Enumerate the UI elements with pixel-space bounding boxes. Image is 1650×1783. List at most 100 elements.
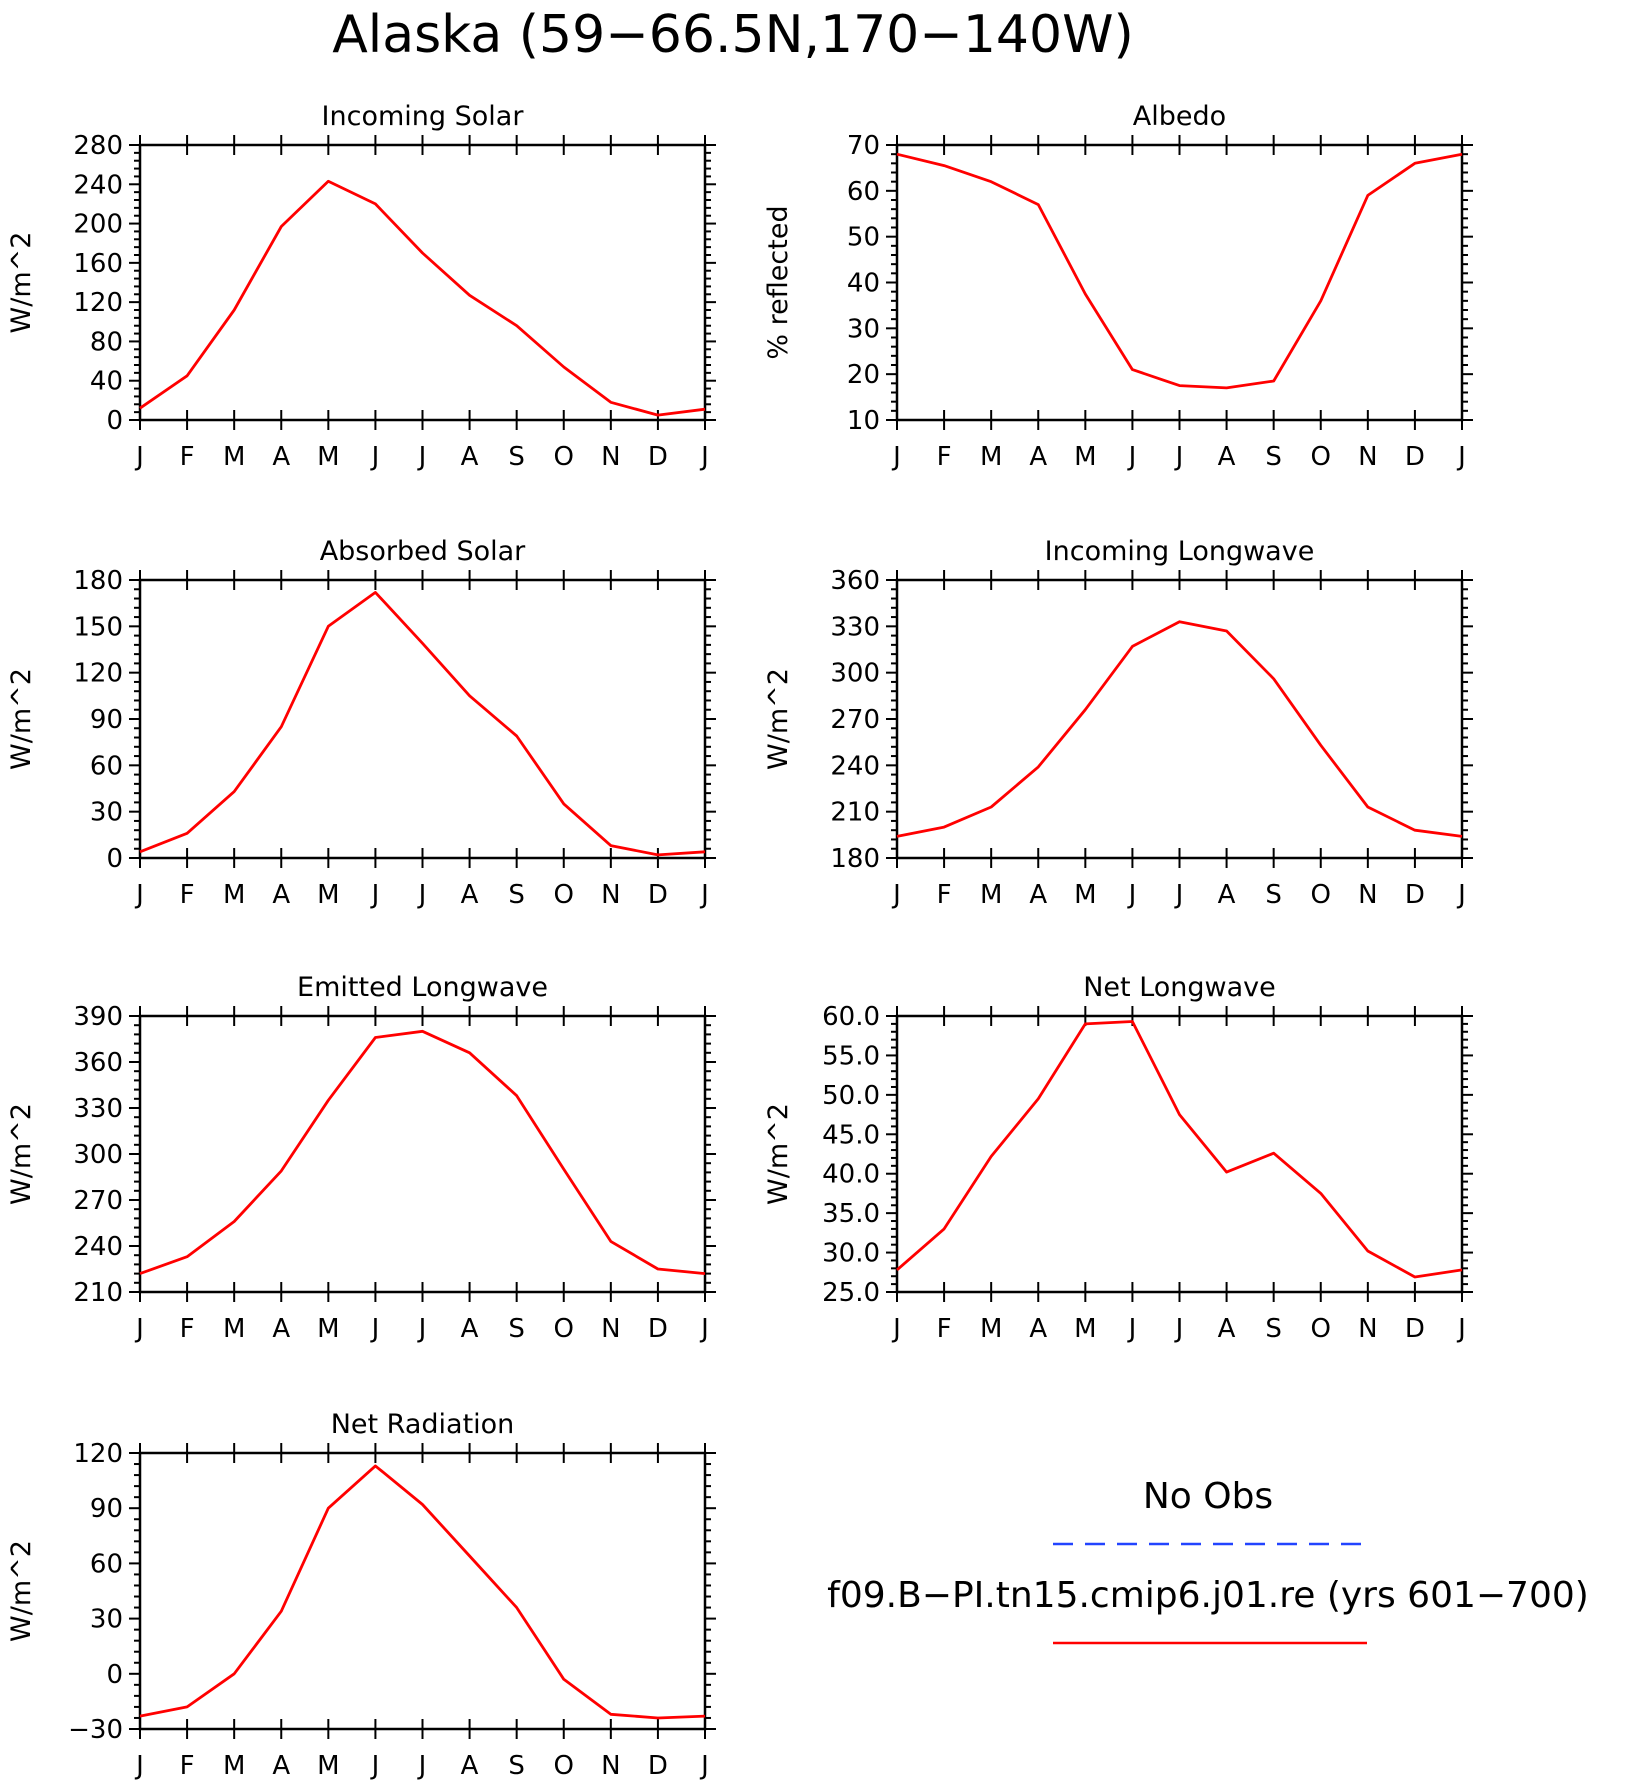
- panel-incoming-longwave: J F M A M J J A S O N D J180210240270300330360Incomi…: [763, 536, 1473, 910]
- absorbed-solar-x-tick-label: J: [134, 880, 144, 910]
- net-radiation-y-tick-label: −30: [68, 1715, 123, 1745]
- emitted-longwave-x-tick-label: J: [370, 1314, 380, 1344]
- panel-incoming-solar: J F M A M J J A S O N D J04080120160200240280Incomin…: [6, 101, 716, 472]
- legend-label-model: f09.B−PI.tn15.cmip6.j01.re (yrs 601−700): [827, 1575, 1589, 1616]
- emitted-longwave-x-tick-label: M: [223, 1314, 245, 1344]
- net-longwave-y-tick-label: 50.0: [822, 1081, 880, 1111]
- incoming-solar-x-tick-label: M: [223, 442, 245, 472]
- absorbed-solar-plot-frame: [138, 578, 707, 860]
- emitted-longwave-series-line: [139, 1029, 706, 1275]
- incoming-solar-x-tick-label: A: [461, 442, 479, 472]
- net-longwave-x-tick-label: F: [937, 1314, 952, 1344]
- incoming-solar-y-tick-label: 40: [90, 367, 123, 397]
- incoming-solar-x-tick-label: A: [272, 442, 290, 472]
- net-radiation-y-tick-label: 90: [90, 1494, 123, 1524]
- net-radiation-x-tick-label: N: [601, 1751, 620, 1781]
- net-longwave-x-tick-label: D: [1405, 1314, 1425, 1344]
- incoming-solar-x-tick-label: N: [601, 442, 620, 472]
- incoming-longwave-x-tick-label: J: [1127, 880, 1137, 910]
- albedo-x-tick-label: F: [937, 442, 952, 472]
- incoming-longwave-y-tick-label: 270: [830, 705, 880, 735]
- emitted-longwave-x-tick-label: J: [417, 1314, 427, 1344]
- net-longwave-title: Net Longwave: [1083, 972, 1276, 1003]
- incoming-longwave-x-tick-label: D: [1405, 880, 1425, 910]
- incoming-solar-y-tick-label: 160: [73, 249, 123, 279]
- net-longwave-y-tick-label: 40.0: [822, 1160, 880, 1190]
- incoming-longwave-y-tick-label: 240: [830, 751, 880, 781]
- net-longwave-x-tick-label: N: [1358, 1314, 1377, 1344]
- emitted-longwave-x-tick-label: A: [461, 1314, 479, 1344]
- absorbed-solar-y-axis-label: W/m^2: [6, 668, 37, 770]
- incoming-longwave-y-tick-label: 330: [830, 612, 880, 642]
- absorbed-solar-y-tick-label: 60: [90, 751, 123, 781]
- absorbed-solar-y-tick-label: 0: [106, 844, 123, 874]
- absorbed-solar-x-tick-label: M: [317, 880, 339, 910]
- emitted-longwave-x-tick-label: D: [648, 1314, 668, 1344]
- net-longwave-y-tick-label: 25.0: [822, 1278, 880, 1308]
- albedo-y-tick-label: 50: [847, 223, 880, 253]
- net-radiation-plot-frame: [138, 1451, 707, 1731]
- incoming-solar-x-tick-label: J: [134, 442, 144, 472]
- net-radiation-x-tick-label: J: [134, 1751, 144, 1781]
- albedo-y-tick-label: 20: [847, 360, 880, 390]
- absorbed-solar-y-tick-label: 180: [73, 566, 123, 596]
- net-longwave-x-tick-label: M: [980, 1314, 1002, 1344]
- absorbed-solar-series-line: [139, 591, 706, 857]
- net-radiation-x-tick-label: D: [648, 1751, 668, 1781]
- net-longwave-x-tick-label: A: [1029, 1314, 1047, 1344]
- net-longwave-x-tick-label: J: [1174, 1314, 1184, 1344]
- net-longwave-y-tick-label: 30.0: [822, 1239, 880, 1269]
- incoming-solar-y-tick-label: 0: [106, 406, 123, 436]
- net-longwave-y-tick-label: 60.0: [822, 1002, 880, 1032]
- incoming-solar-x-tick-label: F: [180, 442, 195, 472]
- net-radiation-x-tick-label: J: [699, 1751, 709, 1781]
- incoming-longwave-y-tick-label: 180: [830, 844, 880, 874]
- net-longwave-x-tick-label: O: [1311, 1314, 1331, 1344]
- net-longwave-plot-frame: [895, 1014, 1464, 1294]
- net-longwave-x-tick-label: M: [1074, 1314, 1096, 1344]
- incoming-longwave-title: Incoming Longwave: [1045, 536, 1315, 567]
- albedo-x-tick-label: J: [1127, 442, 1137, 472]
- incoming-longwave-x-tick-label: J: [1174, 880, 1184, 910]
- absorbed-solar-y-tick-label: 30: [90, 798, 123, 828]
- net-radiation-x-tick-label: M: [317, 1751, 339, 1781]
- albedo-y-tick-label: 10: [847, 406, 880, 436]
- incoming-longwave-x-tick-label: M: [1074, 880, 1096, 910]
- net-radiation-x-tick-label: J: [370, 1751, 380, 1781]
- albedo-x-tick-label: J: [1456, 442, 1466, 472]
- incoming-solar-y-tick-label: 240: [73, 170, 123, 200]
- incoming-solar-plot-frame: [138, 143, 707, 422]
- net-radiation-y-tick-label: 0: [106, 1660, 123, 1690]
- incoming-solar-title: Incoming Solar: [322, 101, 525, 132]
- emitted-longwave-y-tick-label: 330: [73, 1094, 123, 1124]
- albedo-x-tick-label: N: [1358, 442, 1377, 472]
- absorbed-solar-x-tick-label: J: [370, 880, 380, 910]
- incoming-longwave-x-tick-label: J: [1456, 880, 1466, 910]
- incoming-solar-x-tick-label: J: [417, 442, 427, 472]
- absorbed-solar-x-tick-label: A: [272, 880, 290, 910]
- incoming-longwave-x-tick-label: O: [1311, 880, 1331, 910]
- absorbed-solar-x-tick-label: O: [554, 880, 574, 910]
- net-longwave-x-tick-label: J: [1456, 1314, 1466, 1344]
- incoming-longwave-x-tick-label: M: [980, 880, 1002, 910]
- emitted-longwave-y-tick-label: 270: [73, 1186, 123, 1216]
- emitted-longwave-x-tick-label: M: [317, 1314, 339, 1344]
- net-longwave-x-tick-label: J: [891, 1314, 901, 1344]
- emitted-longwave-y-tick-label: 300: [73, 1140, 123, 1170]
- panels: J F M A M J J A S O N D J04080120160200240280Incomin…: [6, 101, 1473, 1781]
- albedo-y-tick-label: 60: [847, 177, 880, 207]
- incoming-solar-x-tick-label: O: [554, 442, 574, 472]
- net-longwave-y-tick-label: 35.0: [822, 1199, 880, 1229]
- incoming-longwave-x-tick-label: A: [1029, 880, 1047, 910]
- incoming-solar-y-tick-label: 80: [90, 327, 123, 357]
- net-radiation-y-axis-label: W/m^2: [6, 1540, 37, 1642]
- net-radiation-x-tick-label: M: [223, 1751, 245, 1781]
- emitted-longwave-x-tick-label: J: [134, 1314, 144, 1344]
- absorbed-solar-y-tick-label: 150: [73, 612, 123, 642]
- albedo-x-tick-label: A: [1029, 442, 1047, 472]
- albedo-y-axis-label: % reflected: [763, 205, 794, 359]
- incoming-longwave-series-line: [896, 620, 1463, 838]
